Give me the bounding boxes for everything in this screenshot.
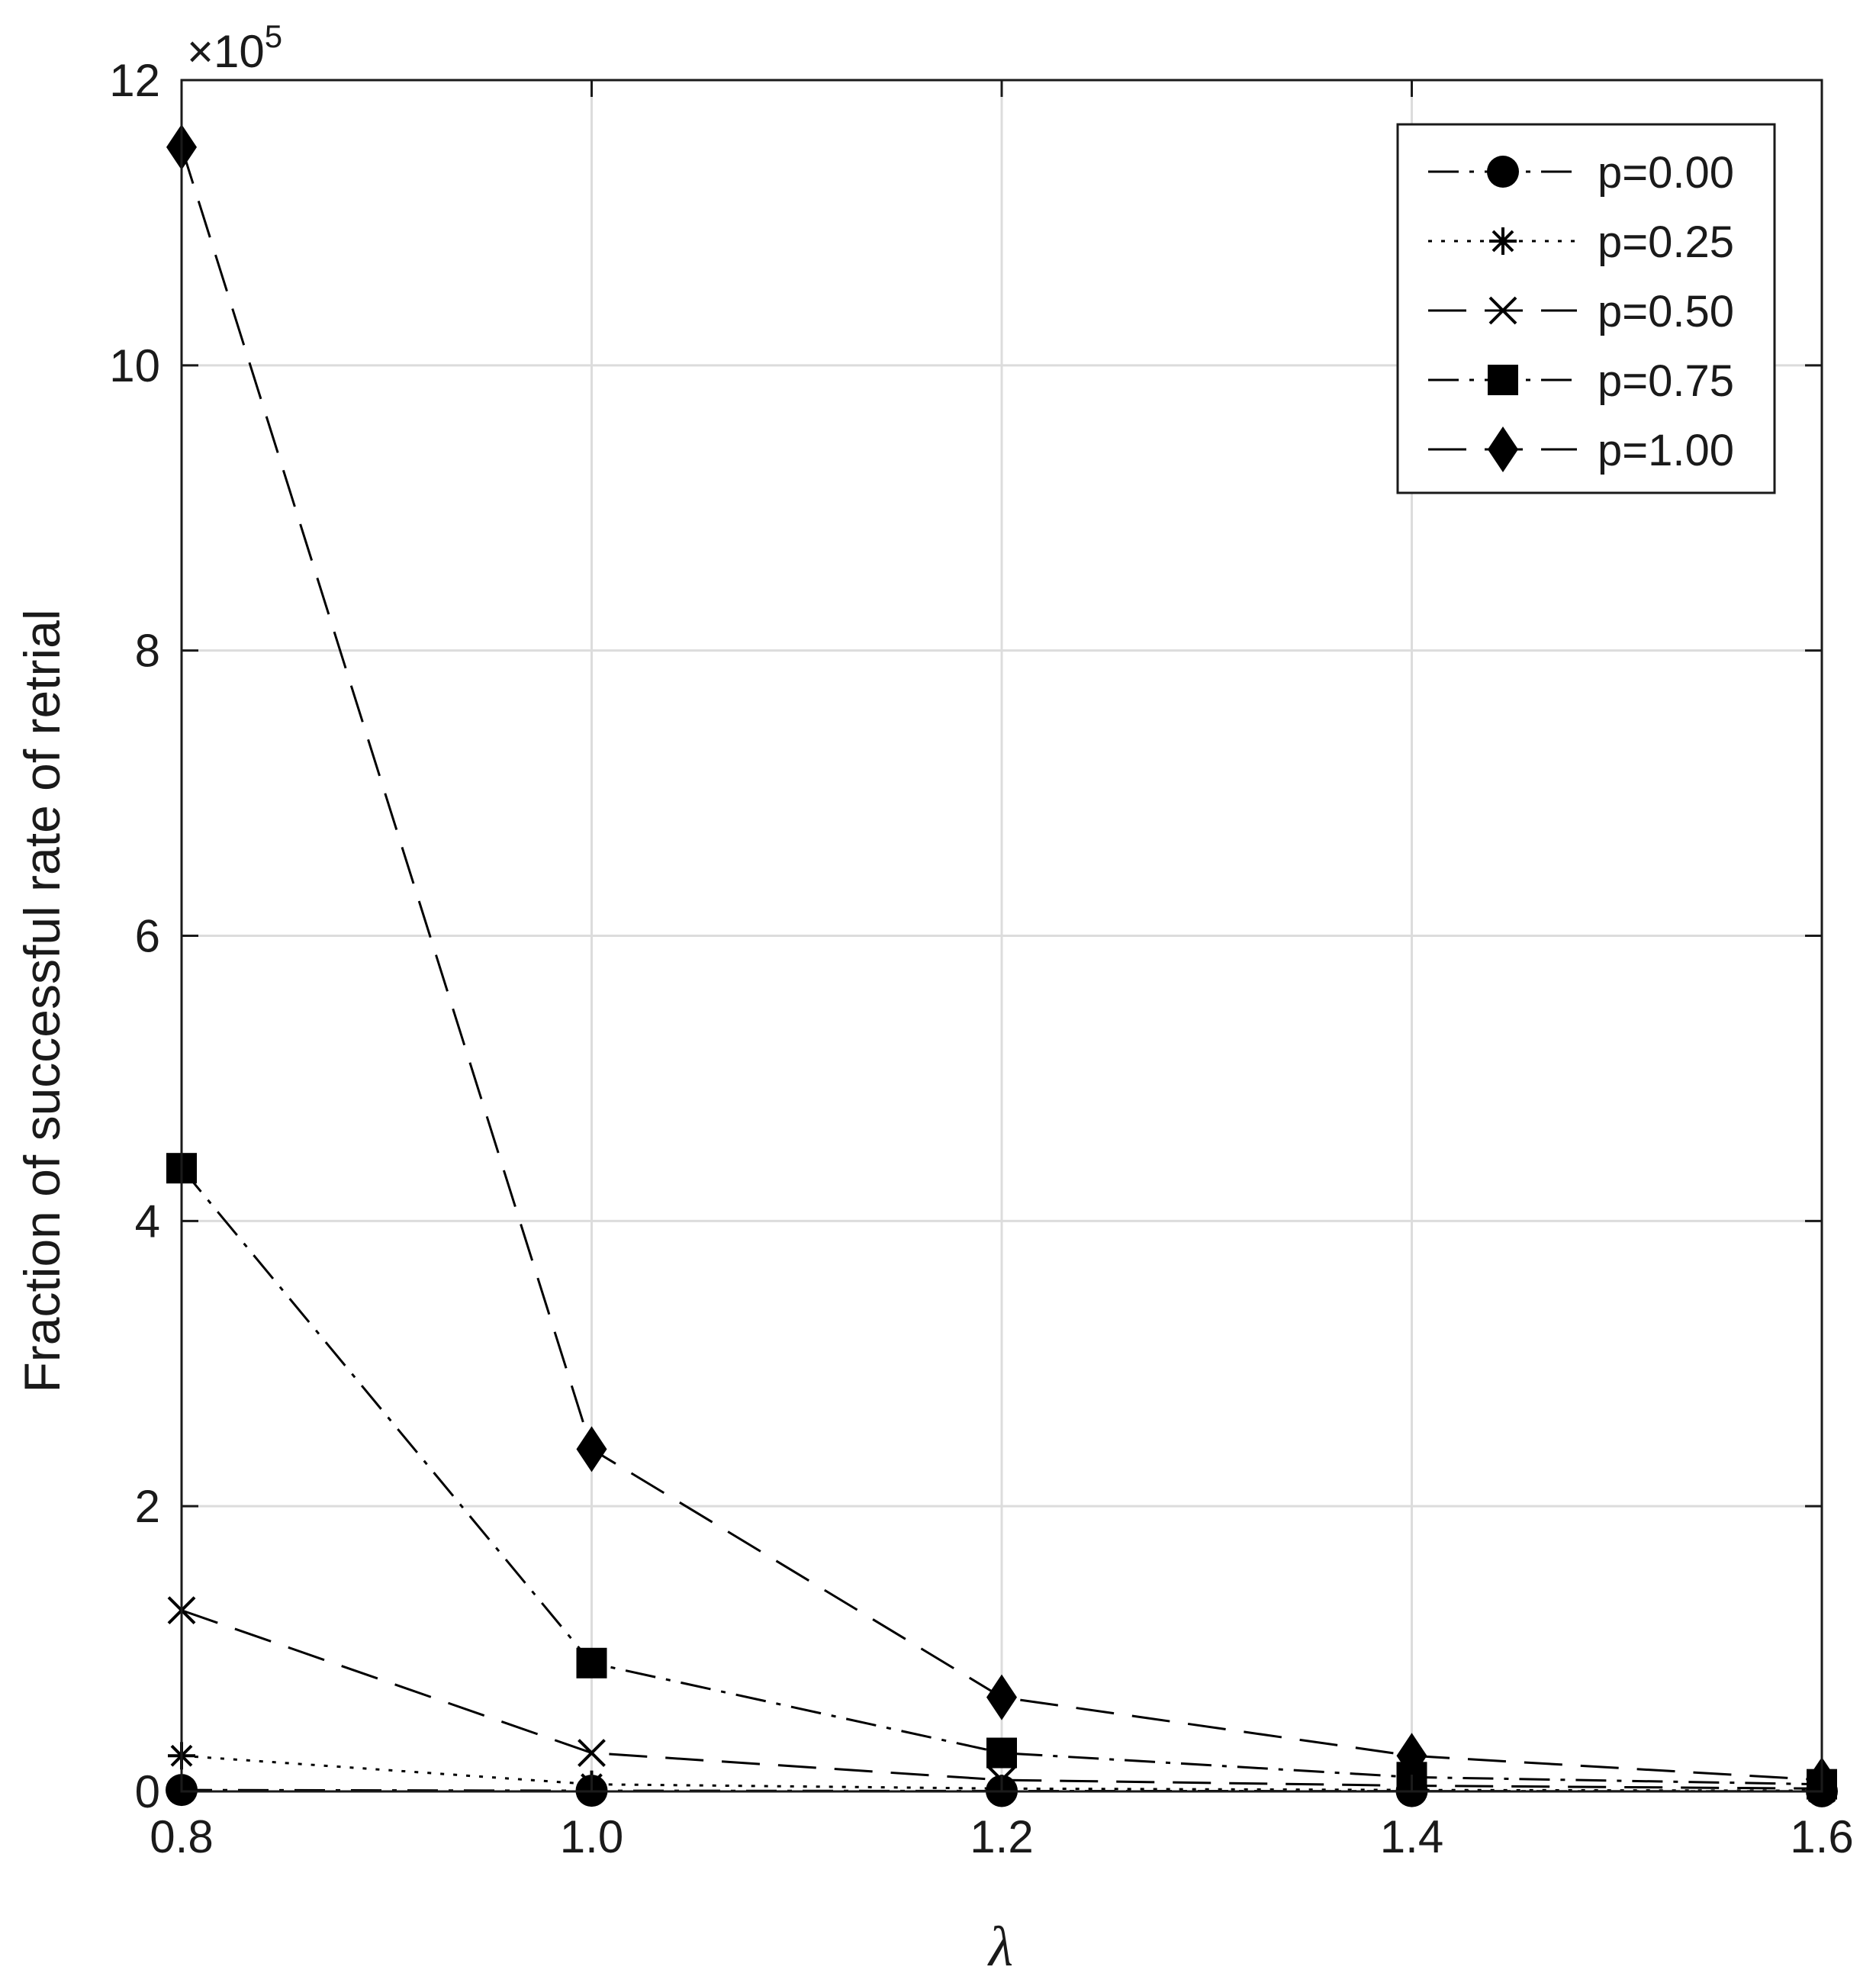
square-marker-shape <box>1488 365 1518 395</box>
legend-item: p=0.50 <box>1428 287 1734 336</box>
legend-box <box>1396 123 1776 494</box>
legend-item: p=1.00 <box>1428 426 1734 475</box>
data-point <box>576 1647 607 1678</box>
y-exponent-power: 5 <box>265 18 282 54</box>
diamond-marker-shape <box>1488 426 1518 472</box>
legend-item: p=0.75 <box>1428 356 1734 406</box>
x-tick-label: 1.4 <box>1380 1811 1443 1862</box>
legend-marker <box>1488 426 1518 472</box>
square-marker-shape <box>986 1737 1017 1769</box>
y-tick-label: 8 <box>135 626 160 677</box>
y-tick-label: 2 <box>135 1481 160 1532</box>
asterisk-marker-stroke <box>1491 230 1514 253</box>
series-line <box>181 1754 1823 1792</box>
square-marker-shape <box>576 1647 607 1678</box>
y-exponent-base: ×10 <box>187 26 265 77</box>
tick-labels: 0.8 1.0 1.2 1.4 1.6 0 2 4 6 8 10 12 <box>109 55 1853 1862</box>
legend-label: p=1.00 <box>1598 426 1734 475</box>
legend-marker <box>1488 365 1518 395</box>
y-tick-label: 0 <box>135 1766 160 1817</box>
legend-marker <box>1488 296 1517 325</box>
x-axis-title: λ <box>987 1916 1013 1973</box>
data-point <box>986 1674 1017 1720</box>
x-marker-stroke <box>578 1739 606 1767</box>
legend-label: p=0.25 <box>1598 217 1734 267</box>
x-marker-stroke <box>1488 296 1517 325</box>
legend-label: p=0.75 <box>1598 356 1734 406</box>
y-tick-label: 10 <box>109 340 160 391</box>
data-point <box>1396 1733 1427 1779</box>
diamond-marker-shape <box>576 1426 607 1473</box>
y-tick-label: 12 <box>109 55 160 106</box>
legend-marker <box>1487 156 1519 188</box>
y-axis-title: Fraction of successful rate of retrial <box>14 609 70 1392</box>
legend-label: p=0.50 <box>1598 287 1734 336</box>
series-line <box>180 1167 1823 1786</box>
y-exponent-label: ×105 <box>187 18 282 77</box>
x-tick-label: 1.2 <box>970 1811 1033 1862</box>
series-p=1.00 <box>166 124 1837 1804</box>
x-tick-label: 1.0 <box>560 1811 623 1862</box>
y-tick-label: 6 <box>135 911 160 962</box>
x-tick-label: 1.6 <box>1790 1811 1853 1862</box>
series-line <box>181 1609 1823 1790</box>
legend-item: p=0.25 <box>1428 217 1734 267</box>
data-point <box>578 1739 606 1767</box>
y-tick-label: 4 <box>135 1196 160 1247</box>
legend-item: p=0.00 <box>1428 148 1734 198</box>
circle-marker-shape <box>1487 156 1519 188</box>
diamond-marker-shape <box>986 1674 1017 1720</box>
data-point <box>576 1426 607 1473</box>
legend-marker <box>1489 227 1517 255</box>
legend-label: p=0.00 <box>1598 148 1734 198</box>
legend: p=0.00 p=0.25 p=0.50 p=0.75 p=1.00 <box>1396 123 1776 494</box>
diamond-marker-shape <box>1396 1733 1427 1779</box>
axes-frame <box>180 79 1823 1793</box>
data-point <box>986 1737 1017 1769</box>
x-tick-label: 0.8 <box>150 1811 213 1862</box>
